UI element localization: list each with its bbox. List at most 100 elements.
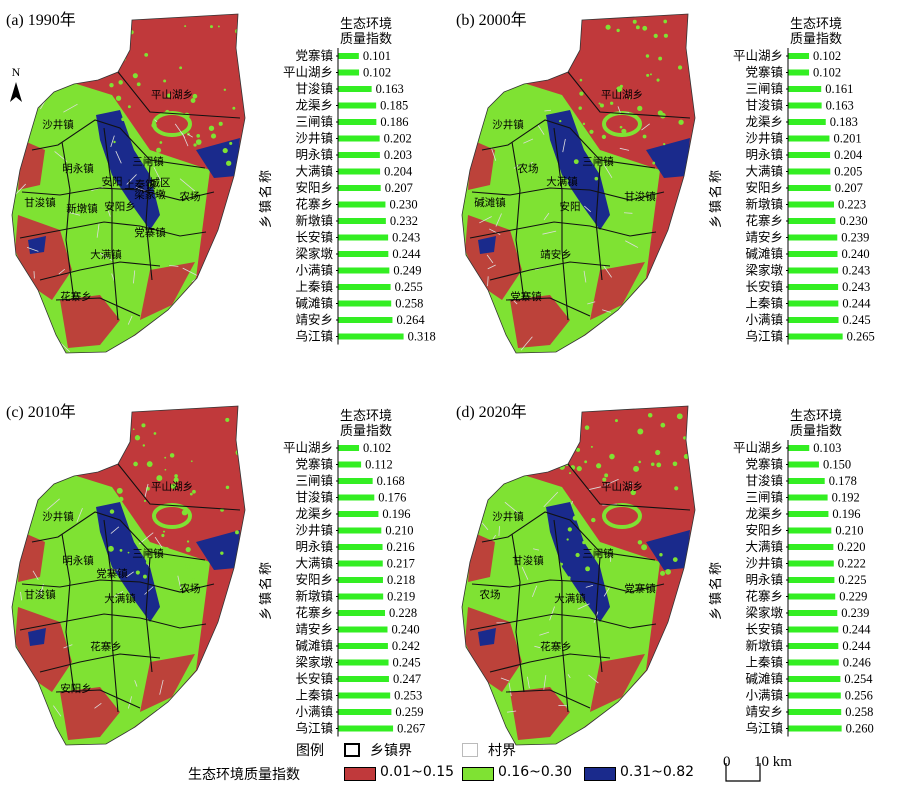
- village-boundary: [110, 135, 115, 147]
- town-map-label: 沙井镇: [492, 118, 524, 131]
- vegetation-patch: [127, 551, 130, 554]
- village-boundary: [521, 566, 529, 580]
- bar-value-label: 0.163: [826, 99, 854, 113]
- vegetation-patch: [209, 126, 212, 129]
- vegetation-patch: [132, 73, 138, 79]
- region-high-eqi: [96, 502, 160, 622]
- village-boundary: [128, 696, 133, 709]
- vegetation-patch: [566, 59, 569, 62]
- town-boundary: [61, 141, 75, 301]
- bar-value-label: 0.217: [387, 557, 415, 571]
- vegetation-patch: [663, 142, 666, 146]
- town-map-label: 农场: [518, 162, 539, 175]
- bar-category-label: 小满镇: [745, 688, 783, 703]
- village-boundary: [588, 674, 599, 684]
- village-boundary: [94, 703, 102, 709]
- bar-value-label: 0.102: [813, 66, 841, 80]
- vegetation-patch: [173, 477, 179, 483]
- vegetation-patch: [637, 540, 643, 545]
- bar-mark: [788, 102, 822, 109]
- village-boundary: [609, 554, 612, 562]
- vegetation-patch: [187, 564, 190, 567]
- bar-mark: [338, 333, 404, 340]
- panel-title: (a) 1990年: [6, 12, 76, 29]
- bar-category-label: 新墩镇: [295, 213, 333, 228]
- vegetation-patch: [156, 147, 162, 153]
- vegetation-patch: [646, 73, 650, 77]
- town-boundary: [469, 221, 657, 239]
- vegetation-patch: [660, 422, 666, 428]
- vegetation-patch: [184, 25, 187, 28]
- bar-category-label: 花寨乡: [295, 197, 333, 212]
- village-boundary: [520, 336, 533, 351]
- vegetation-patch: [638, 460, 642, 464]
- bar-mark: [338, 461, 362, 468]
- region-high-eqi: [196, 530, 240, 570]
- village-boundary: [617, 106, 622, 115]
- bar-value-label: 0.243: [392, 231, 420, 245]
- bar-mark: [788, 659, 839, 666]
- study-area-outline: [11, 405, 246, 746]
- bar-value-label: 0.204: [834, 148, 863, 162]
- vegetation-patch: [161, 166, 164, 169]
- vegetation-patch: [222, 147, 228, 154]
- town-map-label: 平山湖乡: [601, 89, 643, 101]
- town-map-label: 三闸镇: [582, 547, 614, 560]
- region-low-eqi: [140, 654, 195, 712]
- bar-mark: [338, 284, 391, 290]
- vegetation-patch: [179, 66, 183, 70]
- bar-category-label: 安阳乡: [295, 180, 333, 195]
- bar-category-label: 碱滩镇: [745, 246, 783, 261]
- bar-value-label: 0.247: [393, 672, 421, 686]
- bar-category-label: 靖安乡: [295, 622, 333, 637]
- vegetation-patch: [186, 540, 190, 543]
- vegetation-patch: [619, 125, 623, 129]
- vegetation-patch: [189, 492, 193, 496]
- town-boundary: [511, 533, 525, 693]
- vegetation-patch: [193, 143, 197, 147]
- study-area-outline: [11, 13, 246, 354]
- bar-mark: [788, 119, 826, 125]
- bar-value-label: 0.244: [392, 247, 421, 261]
- vegetation-patch: [112, 34, 119, 41]
- vegetation-patch: [645, 54, 650, 58]
- vegetation-patch: [170, 483, 177, 490]
- vegetation-patch: [609, 453, 615, 460]
- bar-value-label: 0.222: [838, 557, 866, 571]
- town-map-label: 三闸镇: [132, 155, 164, 168]
- town-boundary: [489, 261, 611, 281]
- town-boundary: [55, 689, 141, 709]
- vegetation-patch: [559, 119, 562, 123]
- bar-value-label: 0.232: [390, 214, 418, 228]
- village-boundary: [513, 163, 520, 169]
- town-boundary: [31, 119, 206, 169]
- vegetation-patch: [660, 570, 666, 576]
- town-map-label: 花寨乡: [60, 290, 92, 303]
- bar-value-label: 0.223: [838, 198, 866, 212]
- vegetation-patch: [658, 56, 663, 61]
- bar-mark: [338, 267, 390, 274]
- vegetation-patch: [229, 141, 233, 145]
- vegetation-patch: [163, 530, 166, 533]
- panel-1990: (a) 1990年 N 平山湖乡 沙井镇 三闸镇 明永镇 甘浚镇 农场 安阳乡 大满镇 花寨乡 安阳…: [0, 0, 450, 380]
- village-boundary: [154, 119, 158, 123]
- vegetation-patch: [191, 578, 196, 583]
- region-low-eqi: [60, 295, 120, 348]
- bar-value-label: 0.240: [392, 623, 420, 637]
- vegetation-patch: [143, 499, 147, 503]
- region-high-eqi: [646, 138, 690, 178]
- vegetation-patch: [166, 93, 172, 98]
- bar-mark: [338, 300, 392, 307]
- vegetation-patch: [605, 24, 611, 30]
- bar-mark: [788, 201, 834, 208]
- vegetation-patch: [594, 176, 599, 181]
- town-map-label: 安阳: [102, 175, 123, 188]
- town-boundary: [481, 119, 656, 169]
- town-boundary: [505, 297, 591, 317]
- bar-value-label: 0.264: [396, 313, 425, 327]
- bar-value-label: 0.245: [843, 313, 871, 327]
- village-boundary: [539, 631, 550, 636]
- bar-category-label: 龙渠乡: [745, 114, 783, 129]
- bar-category-label: 小满镇: [745, 312, 783, 327]
- town-boundary: [481, 511, 656, 561]
